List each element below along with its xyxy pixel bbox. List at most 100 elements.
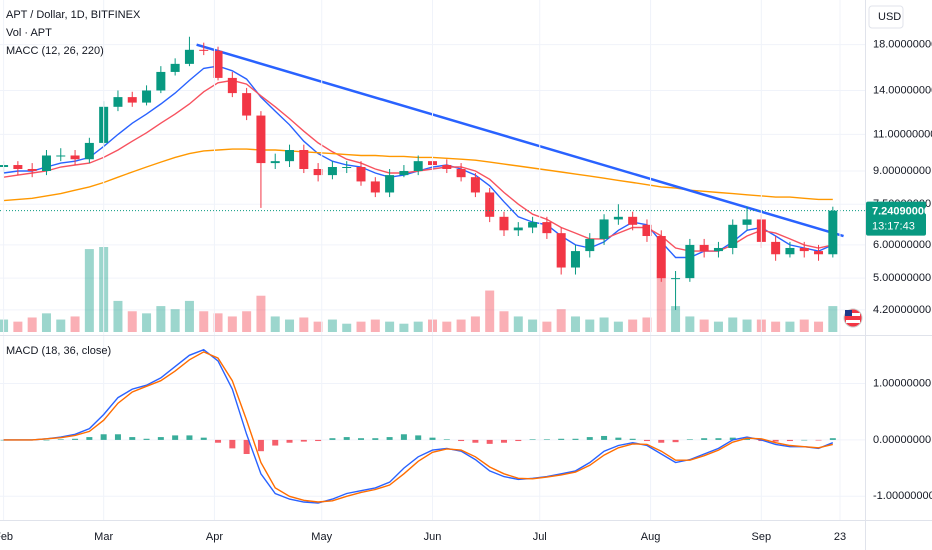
x-tick-label: Apr [206, 531, 223, 543]
volume-bar [828, 306, 838, 332]
volume-bar [170, 309, 180, 332]
volume-bar [413, 321, 423, 332]
volume-bar [699, 319, 709, 332]
candle-body [570, 251, 580, 268]
candle-body [642, 224, 652, 237]
histogram-bar [658, 439, 665, 443]
candle-body [156, 71, 166, 91]
candle-body [242, 93, 252, 116]
histogram-bar [729, 437, 736, 440]
candle-body [528, 222, 538, 228]
currency-button[interactable] [868, 5, 904, 29]
x-tick-label: 23 [834, 531, 846, 543]
candle-body [313, 168, 323, 176]
histogram-bar [586, 437, 593, 440]
volume-bar [442, 321, 452, 332]
candle-body [385, 175, 395, 193]
histogram-bar [315, 439, 322, 442]
chart-title: APT / Dollar, 1D, BITFINEX [6, 9, 141, 21]
histogram-bar [515, 439, 522, 442]
x-tick-label: May [311, 531, 332, 543]
histogram-bar [200, 437, 207, 440]
histogram-bar [672, 439, 679, 443]
candle-body [613, 216, 623, 220]
histogram-bar [0, 439, 7, 441]
volume-bar [227, 316, 237, 332]
histogram-bar [286, 439, 293, 443]
x-tick-label: Feb [0, 531, 13, 543]
volume-bar [156, 306, 166, 332]
candle-body [828, 210, 838, 255]
flag-stripe [846, 313, 860, 316]
histogram-bar [543, 439, 550, 440]
y-tick-label: 0.00000000 [873, 434, 931, 446]
histogram-bar [443, 439, 450, 440]
histogram-bar [615, 437, 622, 440]
histogram-bar [429, 437, 436, 440]
flag-canton [845, 310, 852, 316]
candle-body [585, 238, 595, 252]
histogram-bar [186, 435, 193, 440]
candle-body [213, 50, 223, 78]
indicator-label: MACC (12, 26, 220) [6, 45, 104, 57]
histogram-bar [272, 439, 279, 446]
candle-body [13, 165, 23, 169]
indicator-line [3, 351, 833, 503]
candle-body [728, 224, 738, 248]
volume-bar [671, 306, 681, 332]
y-tick-label: 11.00000000 [873, 128, 932, 140]
volume-bar [570, 316, 580, 332]
y-tick-label: 18.00000000 [873, 39, 932, 51]
volume-bar [56, 319, 66, 332]
candle-body [699, 244, 709, 252]
histogram-bar [500, 439, 507, 443]
volume-bar [399, 323, 409, 332]
plot-layer [0, 0, 865, 520]
x-tick-label: Mar [94, 531, 113, 543]
histogram-bar [458, 439, 465, 442]
volume-bar [585, 319, 595, 332]
trend-line [196, 43, 844, 238]
macd-title: MACD (18, 36, close) [6, 345, 111, 357]
histogram-bar [358, 438, 365, 440]
candle-body [499, 216, 509, 231]
volume-bar [242, 311, 252, 332]
volume-bar [456, 319, 466, 332]
last-price-label: 7.24090000 [872, 206, 930, 218]
histogram-bar [400, 434, 407, 440]
histogram-bar [558, 438, 565, 440]
volume-bar [256, 295, 266, 332]
candle-body [41, 155, 51, 172]
histogram-bar [329, 438, 336, 440]
volume-bar [270, 316, 280, 332]
y-tick-label: -1.00000000 [873, 490, 932, 502]
volume-bar [41, 313, 51, 332]
volume-bar [599, 317, 609, 332]
volume-bar [356, 321, 366, 332]
volume-bar [513, 316, 523, 332]
candle-body [542, 222, 552, 234]
candle-body [556, 233, 566, 268]
histogram-bar [43, 439, 50, 441]
histogram-bar [572, 438, 579, 440]
histogram-bar [643, 439, 650, 442]
volume-bar [814, 321, 824, 332]
candle-body [671, 278, 681, 280]
histogram-bar [386, 437, 393, 440]
histogram-bar [715, 438, 722, 440]
volume-bar [385, 321, 395, 332]
candle-body [742, 219, 752, 225]
candle-body [656, 236, 666, 279]
currency-label[interactable]: USD [878, 11, 901, 23]
histogram-bar [157, 437, 164, 440]
histogram-bar [686, 439, 693, 440]
volume-bar [485, 290, 495, 332]
candle-body [142, 90, 152, 103]
volume-bar [213, 313, 223, 332]
histogram-bar [300, 439, 307, 442]
histogram-bar [529, 439, 536, 440]
candle-body [599, 219, 609, 239]
histogram-bar [815, 439, 822, 441]
volume-bar [542, 321, 552, 332]
